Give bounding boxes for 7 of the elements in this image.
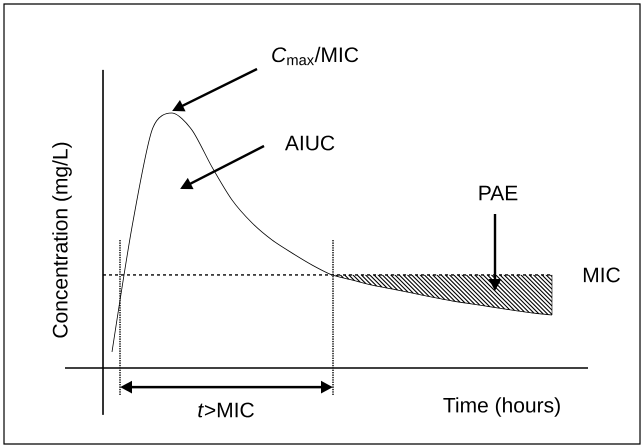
text: t>MIC: [198, 402, 254, 418]
text: C$_{max}$/MIC: [272, 46, 358, 66]
annotation: PAE: [480, 186, 518, 200]
annotation: AIUC: [284, 136, 334, 150]
ref-line-label: MIC: [584, 267, 620, 282]
y-axis-title: Concentration (mg/L): [52, 142, 72, 338]
x-axis-title: Time (hours): [443, 397, 560, 417]
